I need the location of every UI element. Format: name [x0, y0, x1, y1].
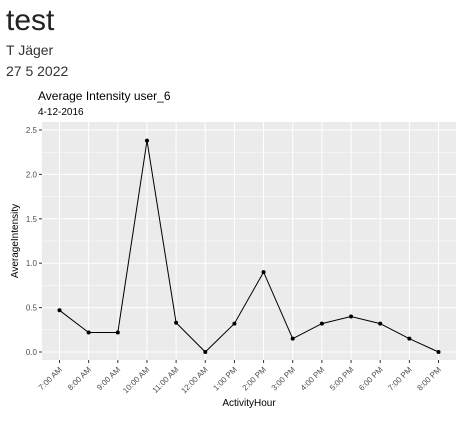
- document-date: 27 5 2022: [6, 63, 69, 79]
- x-axis-title: ActivityHour: [222, 398, 276, 409]
- x-tick-label: 8:00 AM: [66, 365, 93, 392]
- data-point: [407, 336, 412, 341]
- data-point: [174, 320, 179, 325]
- document-title: test: [6, 4, 55, 37]
- data-point: [86, 330, 91, 335]
- data-point: [203, 350, 208, 354]
- x-tick-label: 12:00 AM: [179, 365, 210, 396]
- data-point: [57, 308, 62, 313]
- x-tick-label: 5:00 PM: [328, 365, 356, 393]
- x-tick-label: 7:00 AM: [37, 365, 64, 392]
- x-tick-label: 11:00 AM: [151, 365, 181, 395]
- chart-subtitle: 4-12-2016: [38, 107, 84, 118]
- x-tick-label: 8:00 PM: [415, 365, 443, 393]
- data-point: [378, 321, 383, 326]
- x-tick-label: 4:00 PM: [299, 365, 327, 393]
- data-point: [261, 270, 266, 275]
- x-tick-label: 10:00 AM: [121, 365, 152, 396]
- data-point: [144, 138, 149, 143]
- x-tick-label: 1:00 PM: [211, 365, 239, 393]
- y-axis-title: AverageIntensity: [10, 204, 21, 278]
- data-point: [436, 350, 441, 354]
- y-tick-labels: 0.0 0.5 1.0 1.5 2.0 2.5: [26, 126, 42, 357]
- grid-lines: [42, 122, 456, 360]
- x-tick-label: 6:00 PM: [357, 365, 385, 393]
- data-point: [232, 321, 237, 326]
- y-tick-label: 0.5: [26, 304, 38, 313]
- x-tick-label: 7:00 PM: [386, 365, 414, 393]
- y-tick-label: 1.5: [26, 215, 38, 224]
- x-tick-label: 2:00 PM: [241, 365, 269, 393]
- data-point: [290, 336, 295, 341]
- chart-title: Average Intensity user_6: [38, 89, 171, 103]
- document-author: T Jäger: [6, 42, 54, 58]
- x-tick-label: 9:00 AM: [95, 365, 122, 392]
- y-tick-label: 2.0: [26, 170, 38, 179]
- data-point: [115, 330, 120, 335]
- data-point: [319, 321, 324, 326]
- x-tick-label: 3:00 PM: [270, 365, 298, 393]
- y-tick-label: 2.5: [26, 126, 38, 135]
- y-tick-label: 1.0: [26, 259, 38, 268]
- series-line: [59, 140, 439, 353]
- data-points: [57, 138, 441, 354]
- y-tick-label: 0.0: [26, 348, 38, 357]
- data-point: [349, 314, 354, 319]
